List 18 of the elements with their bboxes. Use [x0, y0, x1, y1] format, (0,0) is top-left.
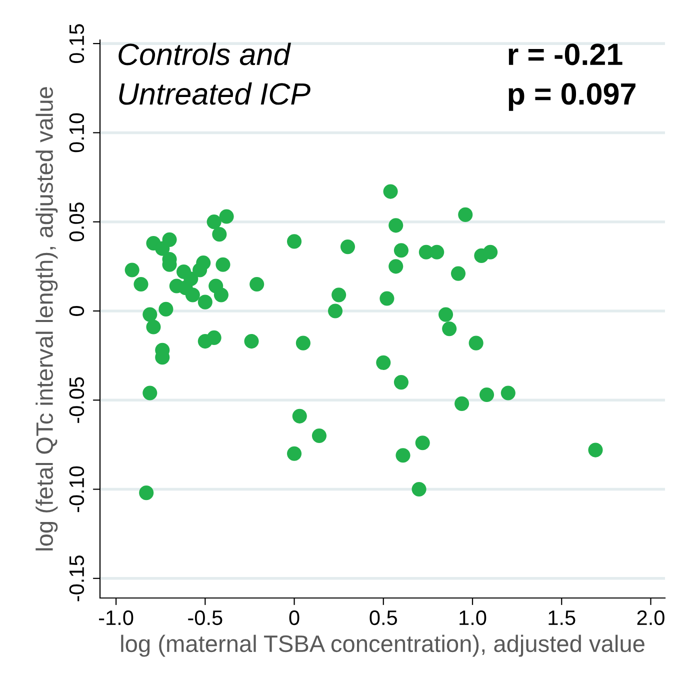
y-tick-label: 0 — [69, 306, 84, 316]
x-tick-label: -1.0 — [99, 610, 134, 626]
annotation: Controls and Untreated ICP — [118, 42, 310, 105]
y-tick-label: -0.15 — [69, 556, 84, 602]
x-tick-label: 1.5 — [548, 610, 576, 626]
annotation: r = -0.21 p = 0.097 — [508, 44, 636, 111]
y-tick-label: -0.10 — [69, 466, 84, 512]
x-axis-title: log (maternal TSBA concentration), adjusted value — [121, 634, 644, 657]
x-tick-label: 0.5 — [370, 610, 397, 626]
y-tick-label: 0.10 — [69, 113, 84, 152]
x-tick-label: 0 — [289, 610, 300, 626]
y-tick-label: -0.05 — [69, 377, 84, 423]
y-tick-label: 0.15 — [69, 24, 84, 64]
x-tick-label: -0.5 — [188, 610, 222, 626]
x-tick-label: 1.0 — [460, 610, 486, 626]
y-tick-label: 0.05 — [69, 202, 84, 242]
y-axis-title: log (fetal QTc interval length), adjusted value — [36, 87, 58, 550]
x-tick-label: 2.0 — [637, 610, 664, 626]
